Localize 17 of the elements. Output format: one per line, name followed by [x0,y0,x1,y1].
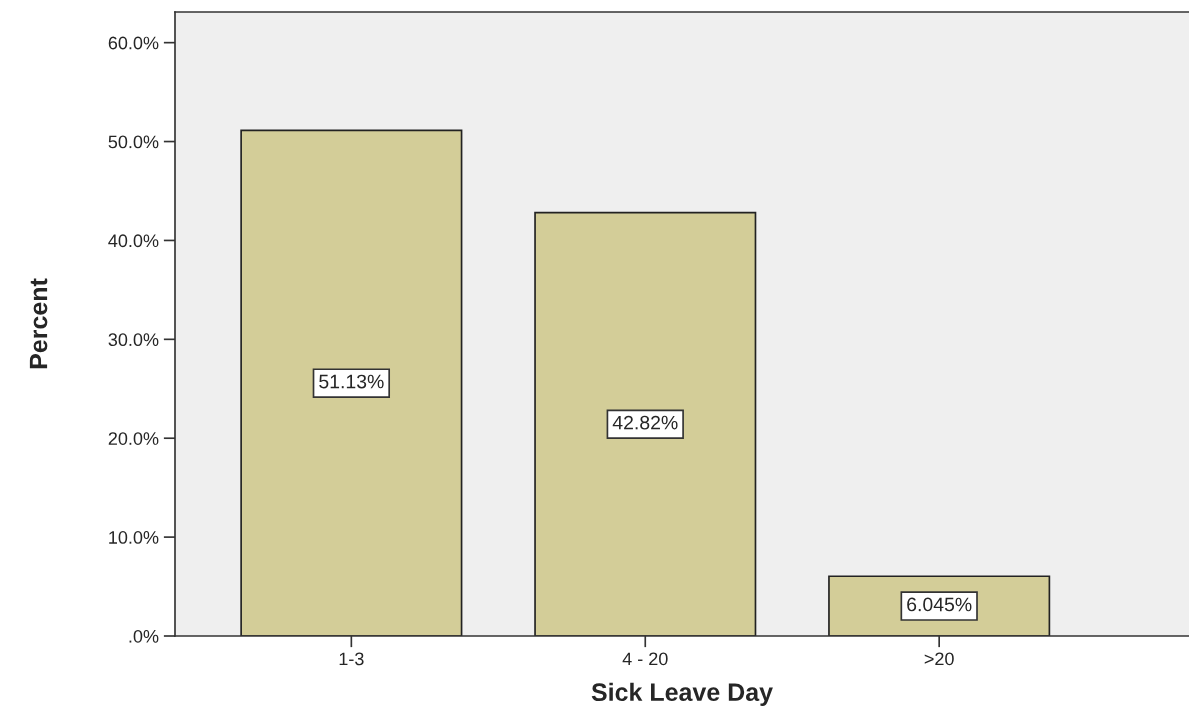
x-tick-label: >20 [924,652,954,666]
bar [240,129,463,636]
y-tick-label: 40.0% [108,234,159,248]
x-tick-label: 1-3 [339,652,364,666]
x-axis-title: Sick Leave Day [591,682,773,706]
y-tick-label: 50.0% [108,135,159,149]
y-tick-label: 20.0% [108,432,159,445]
x-tick-label: 4 - 20 [622,652,668,666]
y-tick-label: 60.0% [108,36,159,50]
y-tick-label: 10.0% [109,531,159,544]
bar [534,211,757,636]
y-tick-label: .0% [129,629,159,643]
y-axis-title: Percent [29,278,48,369]
data-label: 6.045% [907,597,972,612]
data-label: 51.13% [319,374,384,389]
y-tick-label: 30.0% [108,333,159,347]
data-label: 42.82% [612,415,678,430]
